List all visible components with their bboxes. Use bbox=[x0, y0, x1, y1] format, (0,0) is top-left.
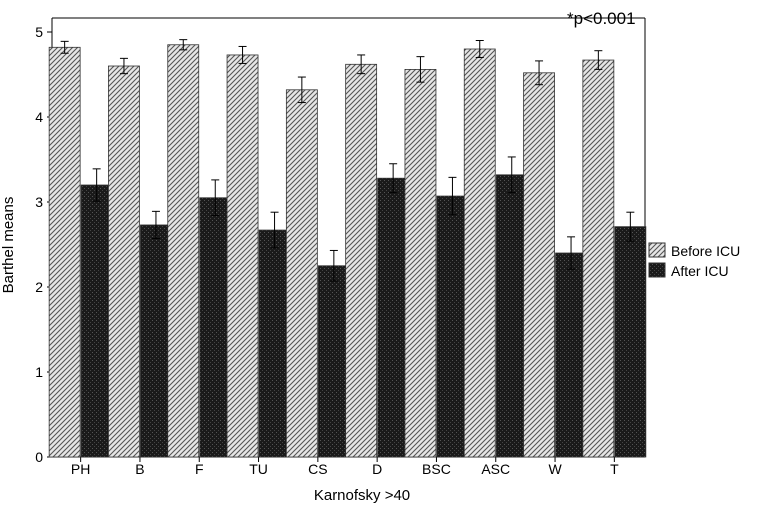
x-tick-label-w: W bbox=[548, 461, 562, 477]
y-tick-label: 5 bbox=[35, 24, 43, 40]
y-tick-label: 2 bbox=[35, 279, 43, 295]
x-tick-label-tu: TU bbox=[249, 461, 268, 477]
bar-after-icu-tu bbox=[258, 229, 291, 458]
legend-label-before-icu: Before ICU bbox=[671, 243, 740, 259]
legend-swatch-after-icu bbox=[648, 262, 666, 278]
bar-after-icu-cs bbox=[317, 265, 350, 458]
x-tick-label-cs: CS bbox=[308, 461, 327, 477]
x-tick-label-asc: ASC bbox=[481, 461, 510, 477]
bar-before-icu-f bbox=[167, 44, 200, 458]
x-tick-label-t: T bbox=[610, 461, 619, 477]
bar-before-icu-t bbox=[582, 59, 615, 458]
bar-after-icu-d bbox=[377, 177, 410, 458]
y-tick-label: 0 bbox=[35, 449, 43, 465]
bar-before-icu-w bbox=[523, 72, 555, 458]
bar-before-icu-cs bbox=[285, 89, 318, 458]
bar-before-icu-asc bbox=[463, 48, 496, 458]
x-tick-label-ph: PH bbox=[71, 461, 90, 477]
bar-after-icu-ph bbox=[80, 184, 113, 458]
y-axis-label: Barthel means bbox=[0, 197, 17, 294]
legend-swatch-before-icu bbox=[648, 242, 666, 258]
significance-annotation: *p<0.001 bbox=[567, 9, 636, 28]
y-tick-label: 1 bbox=[35, 364, 43, 380]
y-tick-label: 4 bbox=[35, 109, 43, 125]
bar-after-icu-bsc bbox=[436, 195, 469, 458]
bar-after-icu-asc bbox=[495, 174, 528, 458]
bar-after-icu-f bbox=[199, 197, 232, 458]
bar-after-icu-w bbox=[555, 252, 587, 458]
tick-labels: 0 1 2 3 4 5 PH B F TU CS D BSC ASC W T bbox=[35, 24, 619, 477]
bar-before-icu-tu bbox=[226, 54, 259, 458]
bar-before-icu-ph bbox=[48, 46, 81, 458]
bar-before-icu-b bbox=[108, 65, 140, 458]
x-tick-label-b: B bbox=[135, 461, 144, 477]
bars bbox=[48, 39, 647, 458]
bar-before-icu-d bbox=[345, 63, 378, 458]
x-tick-label-d: D bbox=[372, 461, 382, 477]
legend-label-after-icu: After ICU bbox=[671, 263, 729, 279]
bar-after-icu-t bbox=[614, 226, 647, 458]
bar-before-icu-bsc bbox=[404, 69, 437, 458]
x-tick-label-f: F bbox=[195, 461, 204, 477]
x-axis-label: Karnofsky >40 bbox=[314, 487, 410, 504]
bar-after-icu-b bbox=[140, 224, 172, 458]
x-tick-label-bsc: BSC bbox=[422, 461, 451, 477]
y-tick-label: 3 bbox=[35, 194, 43, 210]
legend: Before ICU After ICU bbox=[648, 242, 740, 279]
